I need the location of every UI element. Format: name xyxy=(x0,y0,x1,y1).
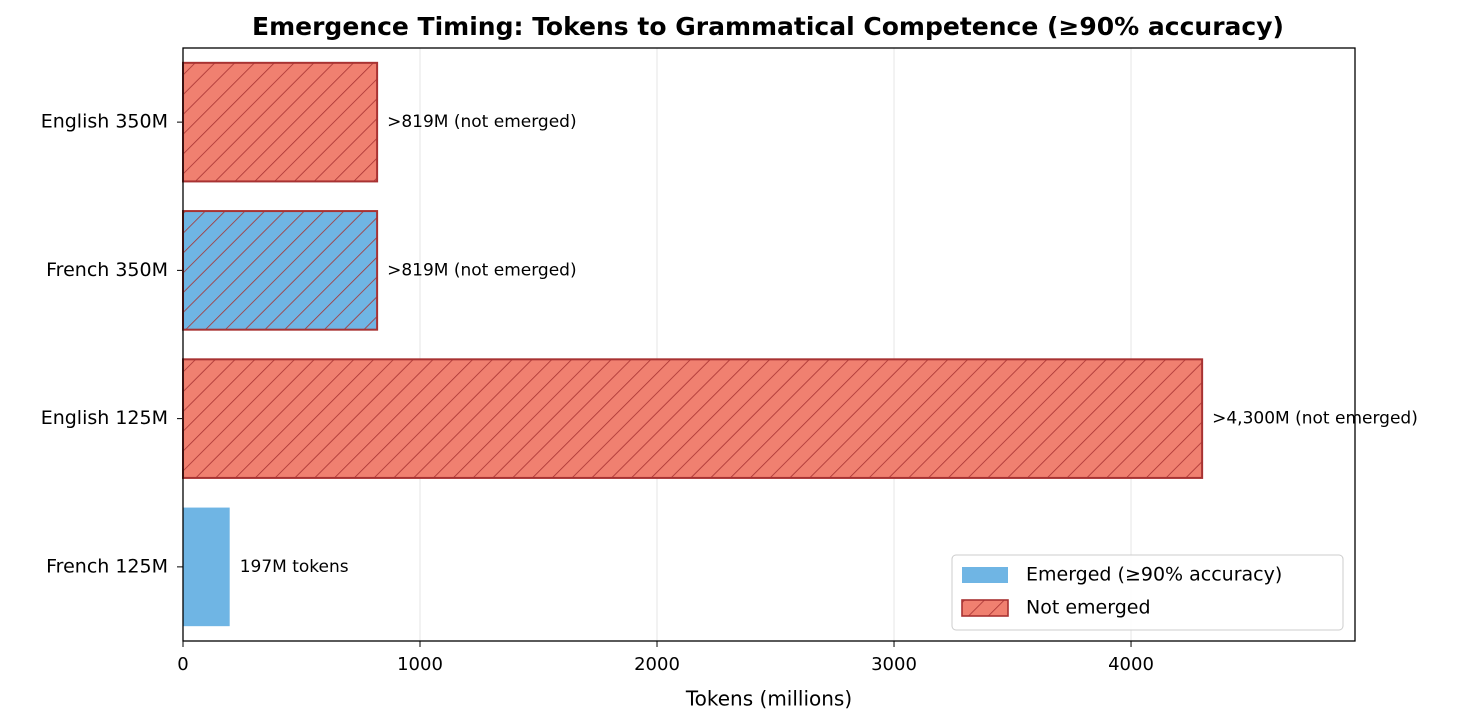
x-tick-label: 3000 xyxy=(871,654,917,675)
value-label: >819M (not emerged) xyxy=(387,260,576,280)
value-label: 197M tokens xyxy=(240,557,349,577)
legend-label: Not emerged xyxy=(1026,597,1151,619)
y-tick-label: English 125M xyxy=(41,407,168,429)
bar-hatch xyxy=(182,210,379,331)
y-tick-label: French 350M xyxy=(46,259,168,281)
y-tick-label: French 125M xyxy=(46,555,168,577)
legend-box xyxy=(951,554,1344,631)
chart-title: Emergence Timing: Tokens to Grammatical … xyxy=(252,12,1284,41)
x-tick-label: 4000 xyxy=(1108,654,1154,675)
value-label: >819M (not emerged) xyxy=(387,112,576,132)
bar-hatch xyxy=(182,61,379,183)
x-axis-label: Tokens (millions) xyxy=(685,687,852,711)
bar xyxy=(183,507,230,627)
legend-swatch xyxy=(962,567,1008,583)
plot-frame xyxy=(182,47,1356,642)
x-tick-label: 0 xyxy=(177,654,188,675)
legend-label: Emerged (≥90% accuracy) xyxy=(1026,564,1282,586)
legend-swatch-hatch xyxy=(961,599,1009,617)
x-tick-label: 1000 xyxy=(397,654,443,675)
value-label: >4,300M (not emerged) xyxy=(1212,409,1418,429)
bar-hatch xyxy=(182,358,1204,479)
x-tick-label: 2000 xyxy=(634,654,680,675)
y-tick-label: English 350M xyxy=(41,111,168,133)
